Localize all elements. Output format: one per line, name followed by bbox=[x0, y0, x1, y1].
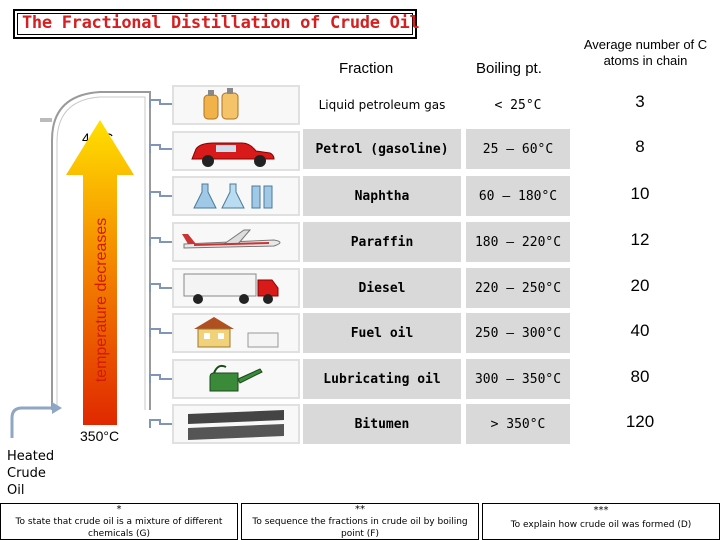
input-arrow-icon bbox=[52, 402, 62, 414]
road-icon bbox=[172, 404, 300, 444]
carbon-count: 10 bbox=[630, 184, 650, 203]
footer-stars-1: * bbox=[116, 504, 122, 515]
input-pipe bbox=[10, 406, 52, 438]
heated-crude-oil-label: Heated Crude Oil bbox=[7, 448, 54, 499]
boiling-point: 220 – 250°C bbox=[466, 268, 570, 308]
heated-line-3: Oil bbox=[7, 483, 25, 498]
header-fraction: Fraction bbox=[339, 60, 394, 77]
temperature-arrow bbox=[66, 120, 134, 425]
heated-line-2: Crude bbox=[7, 466, 46, 481]
footer-text-3: To explain how crude oil was formed (D) bbox=[510, 520, 692, 530]
fraction-name: Petrol (gasoline) bbox=[303, 129, 461, 169]
car-icon bbox=[172, 131, 300, 171]
output-pipe bbox=[149, 328, 172, 337]
carbon-count: 3 bbox=[635, 92, 645, 111]
footer-stars-3: *** bbox=[593, 505, 609, 516]
truck-icon bbox=[172, 268, 300, 308]
boiling-point: 180 – 220°C bbox=[466, 222, 570, 262]
fraction-name: Diesel bbox=[303, 268, 461, 308]
footer-objective-3: *** To explain how crude oil was formed … bbox=[482, 503, 720, 540]
output-pipe bbox=[149, 99, 172, 108]
fraction-name: Fuel oil bbox=[303, 313, 461, 353]
output-pipe bbox=[149, 283, 172, 292]
header-carbon-atoms: Average number of C atoms in chain bbox=[583, 37, 708, 68]
header-boiling-point: Boiling pt. bbox=[476, 60, 542, 77]
carbon-count: 8 bbox=[635, 137, 645, 156]
gas-cylinders-icon bbox=[172, 85, 300, 125]
boiling-point: 25 – 60°C bbox=[466, 129, 570, 169]
boiling-point: < 25°C bbox=[466, 84, 570, 126]
fraction-name: Paraffin bbox=[303, 222, 461, 262]
carbon-count: 40 bbox=[630, 321, 650, 340]
carbon-count: 120 bbox=[625, 412, 655, 431]
fraction-name: Naphtha bbox=[303, 176, 461, 216]
column-outline-inner bbox=[56, 96, 146, 410]
boiling-point: 250 – 300°C bbox=[466, 313, 570, 353]
boiling-point: 300 – 350°C bbox=[466, 359, 570, 399]
footer-objective-1: * To state that crude oil is a mixture o… bbox=[0, 503, 238, 540]
fraction-name: Liquid petroleum gas bbox=[303, 84, 461, 126]
boiling-point: > 350°C bbox=[466, 404, 570, 444]
fraction-name: Lubricating oil bbox=[303, 359, 461, 399]
output-pipe bbox=[149, 374, 172, 383]
footer-stars-2: ** bbox=[355, 504, 365, 515]
fraction-name: Bitumen bbox=[303, 404, 461, 444]
arrow-label: temperature decreases bbox=[93, 218, 110, 383]
carbon-count: 80 bbox=[630, 367, 650, 386]
boiling-point: 60 – 180°C bbox=[466, 176, 570, 216]
carbon-count: 20 bbox=[630, 276, 650, 295]
temp-bottom-label: 350°C bbox=[80, 428, 120, 444]
footer-objective-2: ** To sequence the fractions in crude oi… bbox=[241, 503, 479, 540]
carbon-count: 12 bbox=[630, 230, 650, 249]
output-pipe bbox=[149, 237, 172, 246]
flasks-icon bbox=[172, 176, 300, 216]
airplane-icon bbox=[172, 222, 300, 262]
footer-text-1: To state that crude oil is a mixture of … bbox=[15, 517, 223, 539]
oil-can-icon bbox=[172, 359, 300, 399]
title-box bbox=[13, 9, 417, 39]
heated-line-1: Heated bbox=[7, 449, 55, 464]
output-pipe bbox=[149, 191, 172, 200]
output-pipe bbox=[149, 419, 172, 428]
house-icon bbox=[172, 313, 300, 353]
column-outline bbox=[51, 91, 151, 410]
page-title: The Fractional Distillation of Crude Oil bbox=[22, 13, 420, 33]
output-pipe bbox=[149, 144, 172, 153]
footer-text-2: To sequence the fractions in crude oil b… bbox=[252, 517, 468, 539]
